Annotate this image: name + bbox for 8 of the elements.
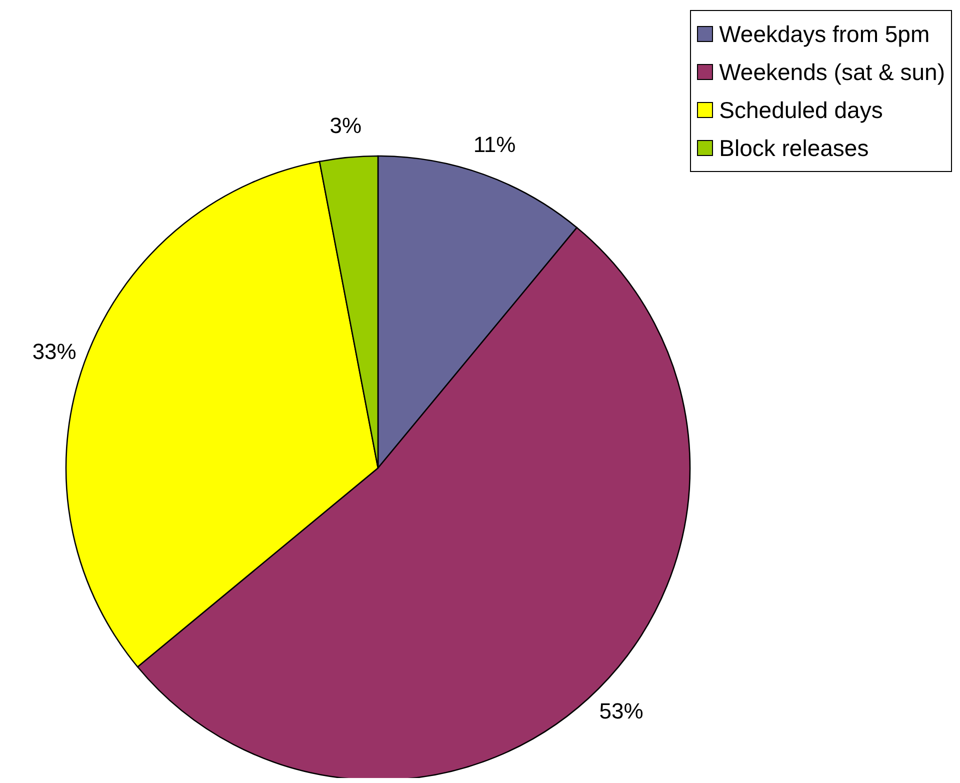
data-label: 3% xyxy=(330,113,362,138)
legend-label: Weekends (sat & sun) xyxy=(719,58,945,86)
data-label: 11% xyxy=(473,132,516,157)
legend-label: Scheduled days xyxy=(719,96,883,124)
legend-label: Block releases xyxy=(719,134,869,162)
data-label: 33% xyxy=(32,338,76,364)
legend-label: Weekdays from 5pm xyxy=(719,20,930,48)
data-label: 53% xyxy=(599,698,644,724)
